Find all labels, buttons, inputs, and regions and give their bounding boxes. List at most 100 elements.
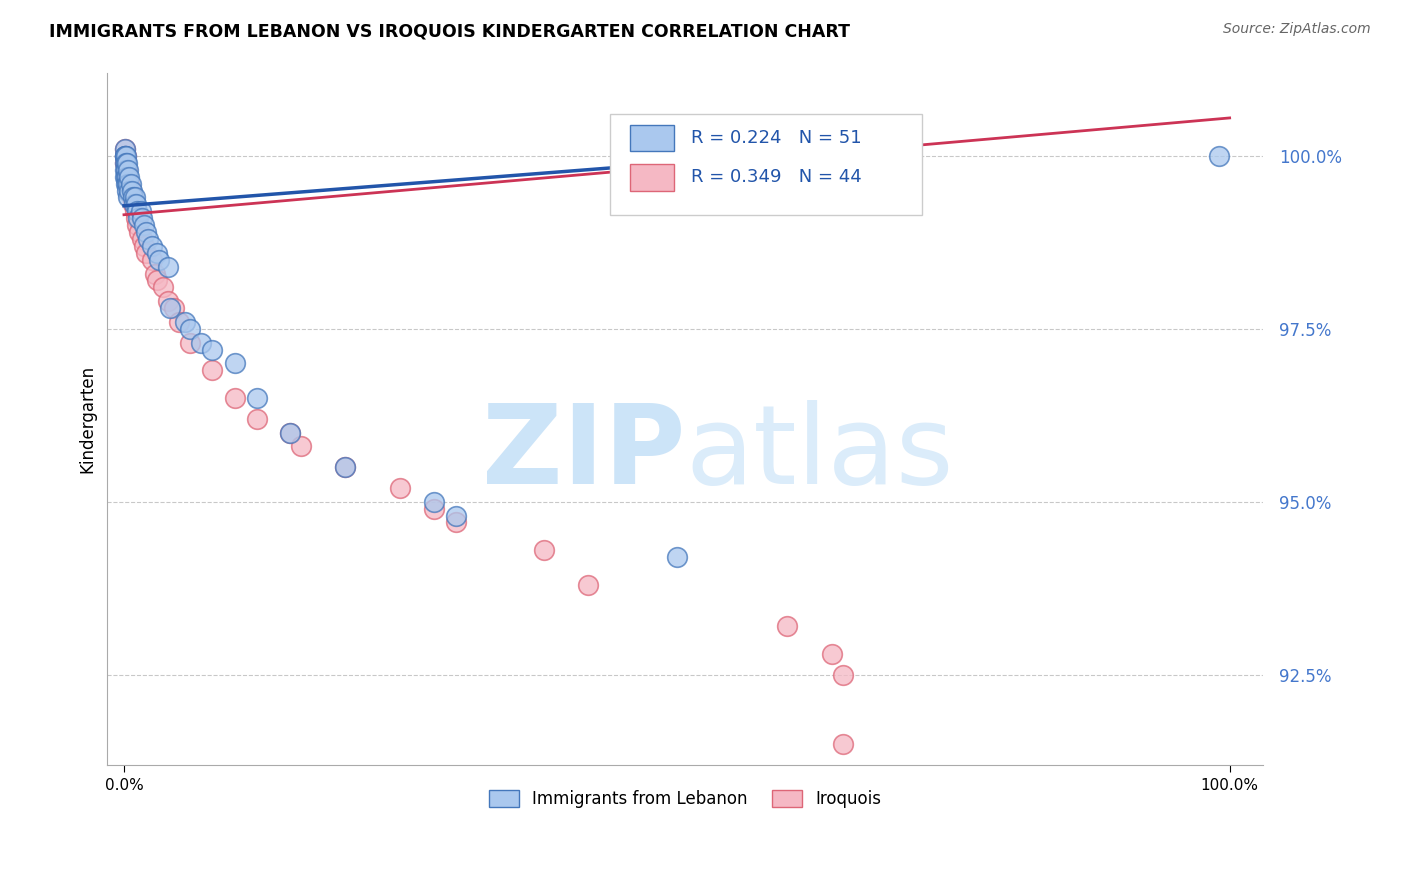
Text: R = 0.224   N = 51: R = 0.224 N = 51	[690, 129, 862, 147]
Text: Source: ZipAtlas.com: Source: ZipAtlas.com	[1223, 22, 1371, 37]
Point	[278, 425, 301, 440]
Point	[127, 218, 149, 232]
Point	[125, 197, 148, 211]
Text: ZIP: ZIP	[482, 400, 685, 507]
Point	[118, 184, 141, 198]
Point	[117, 169, 139, 184]
Point	[576, 578, 599, 592]
FancyBboxPatch shape	[610, 114, 922, 215]
Point	[118, 177, 141, 191]
Text: atlas: atlas	[685, 400, 953, 507]
Point	[136, 232, 159, 246]
Point	[143, 267, 166, 281]
Point	[114, 149, 136, 163]
Point	[173, 315, 195, 329]
Point	[117, 162, 139, 177]
Point	[246, 391, 269, 405]
Point	[224, 356, 246, 370]
Point	[121, 190, 143, 204]
Point	[114, 156, 136, 170]
Point	[135, 245, 157, 260]
Text: IMMIGRANTS FROM LEBANON VS IROQUOIS KINDERGARTEN CORRELATION CHART: IMMIGRANTS FROM LEBANON VS IROQUOIS KIND…	[49, 22, 851, 40]
Point	[201, 343, 224, 357]
Point	[128, 225, 150, 239]
Point	[117, 169, 139, 184]
Point	[157, 294, 180, 309]
Point	[157, 260, 180, 274]
Point	[124, 204, 146, 219]
Point	[117, 162, 139, 177]
Bar	[630, 164, 673, 191]
Text: R = 0.349   N = 44: R = 0.349 N = 44	[690, 169, 862, 186]
Point	[163, 301, 186, 315]
Point	[114, 162, 136, 177]
Point	[115, 156, 138, 170]
Point	[115, 149, 138, 163]
Point	[131, 211, 153, 226]
Point	[117, 184, 139, 198]
Point	[146, 245, 169, 260]
Point	[246, 411, 269, 425]
Point	[179, 335, 201, 350]
Point	[831, 667, 853, 681]
Point	[117, 156, 139, 170]
Point	[135, 225, 157, 239]
Point	[120, 184, 142, 198]
Point	[115, 177, 138, 191]
Point	[533, 543, 555, 558]
Point	[333, 460, 356, 475]
Point	[117, 177, 139, 191]
Point	[115, 162, 138, 177]
Point	[159, 301, 181, 315]
Legend: Immigrants from Lebanon, Iroquois: Immigrants from Lebanon, Iroquois	[482, 783, 889, 815]
Point	[422, 494, 444, 508]
Point	[114, 142, 136, 156]
Point	[179, 322, 201, 336]
Point	[121, 190, 143, 204]
Point	[121, 184, 143, 198]
Point	[776, 619, 799, 633]
Point	[120, 177, 142, 191]
Point	[422, 501, 444, 516]
Point	[114, 149, 136, 163]
Point	[114, 169, 136, 184]
Point	[124, 190, 146, 204]
Point	[114, 156, 136, 170]
Point	[127, 211, 149, 226]
Point	[1208, 149, 1230, 163]
Point	[831, 737, 853, 751]
Point	[152, 280, 174, 294]
Point	[132, 218, 155, 232]
Point	[114, 142, 136, 156]
Point	[115, 149, 138, 163]
Point	[131, 232, 153, 246]
Point	[224, 391, 246, 405]
Point	[389, 481, 412, 495]
Point	[118, 169, 141, 184]
Point	[290, 439, 312, 453]
Point	[115, 156, 138, 170]
Point	[114, 149, 136, 163]
Point	[125, 211, 148, 226]
Point	[114, 149, 136, 163]
Point	[129, 204, 152, 219]
Y-axis label: Kindergarten: Kindergarten	[79, 365, 96, 473]
Point	[115, 162, 138, 177]
Point	[333, 460, 356, 475]
Point	[665, 549, 688, 564]
Point	[278, 425, 301, 440]
Point	[127, 204, 149, 219]
Point	[444, 516, 467, 530]
Point	[141, 252, 163, 267]
Point	[117, 190, 139, 204]
Point	[141, 239, 163, 253]
Point	[132, 239, 155, 253]
Point	[820, 647, 842, 661]
Point	[201, 363, 224, 377]
Point	[190, 335, 212, 350]
Point	[118, 184, 141, 198]
Point	[444, 508, 467, 523]
Point	[117, 177, 139, 191]
Point	[117, 177, 139, 191]
Bar	[630, 125, 673, 151]
